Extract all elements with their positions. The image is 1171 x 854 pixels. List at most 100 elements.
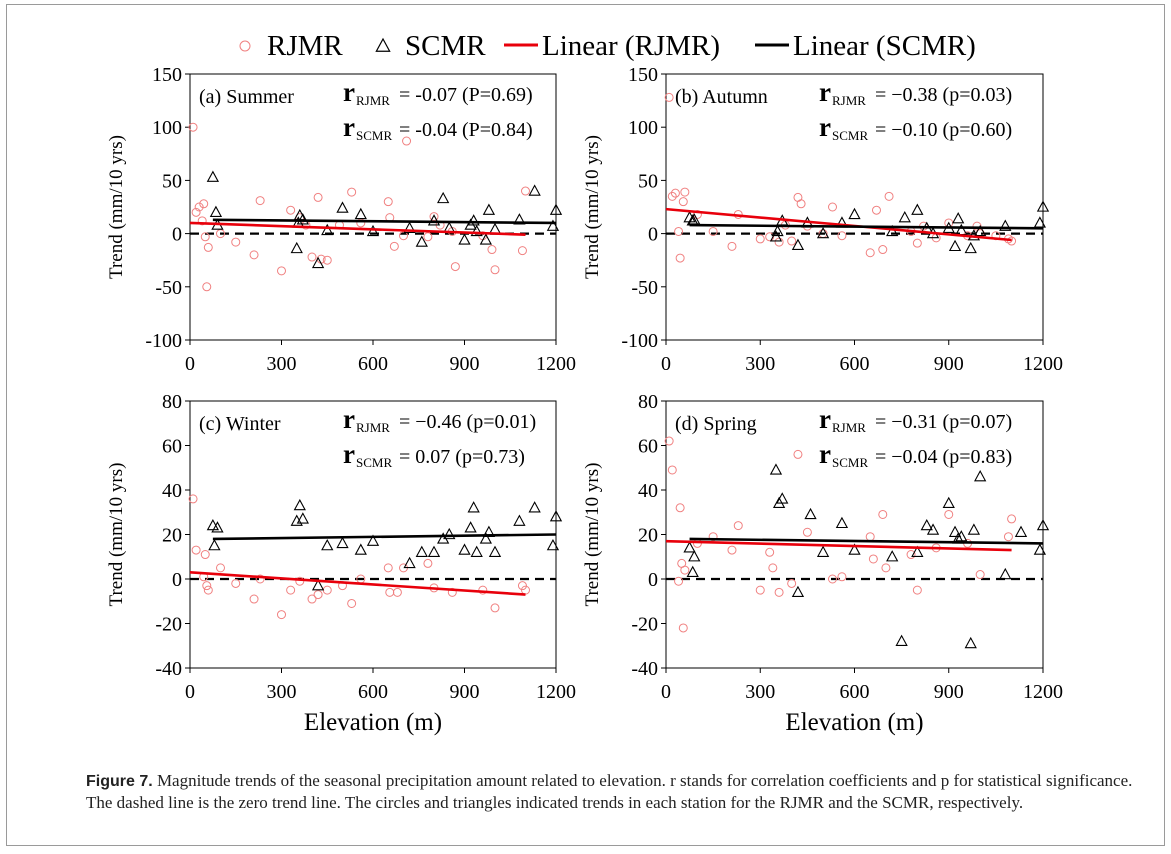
y-tick-label: 0 — [172, 569, 182, 591]
rjmr-point — [490, 603, 500, 613]
scmr-point — [683, 541, 696, 553]
rjmr-point — [674, 576, 684, 586]
rjmr-point — [881, 563, 891, 573]
rjmr-point — [1003, 532, 1013, 542]
y-tick-label: 80 — [638, 391, 658, 413]
x-tick-label: 0 — [661, 681, 671, 703]
scmr-point — [964, 241, 977, 254]
scmr-point — [776, 492, 789, 504]
rjmr-point — [200, 232, 210, 242]
rjmr-point — [765, 547, 775, 557]
chart-panel-2: -100 -50 0 50 100 150 0 300 600 900 1200 Trend (mm/… — [582, 64, 1063, 375]
scmr-point — [804, 507, 817, 520]
panel-title: (c) Winter — [199, 413, 281, 435]
linear-scmr-trendline — [689, 223, 1044, 230]
x-tick-label: 600 — [840, 681, 870, 703]
rjmr-point — [231, 578, 241, 588]
x-tick-label: 0 — [185, 681, 195, 703]
scmr-point — [458, 543, 471, 555]
stat-value: = -0.07 (P=0.69) — [399, 84, 533, 106]
x-tick-label: 900 — [934, 353, 964, 375]
panel-title: (d) Spring — [675, 413, 757, 435]
linear-rjmr-trendline — [665, 539, 1012, 552]
scmr-point — [920, 518, 933, 531]
rjmr-point — [249, 594, 259, 604]
x-tick-label: 600 — [358, 353, 388, 375]
stat-subscript: RJMR — [356, 93, 390, 108]
scmr-point — [549, 203, 563, 215]
x-tick-label: 600 — [840, 353, 870, 375]
legend-label: SCMR — [405, 30, 486, 62]
scmr-point — [848, 207, 861, 220]
chart-panel-1: -100 -50 0 50 100 150 0 300 600 900 1200 Trend (mm/… — [106, 64, 576, 375]
scmr-point — [464, 521, 477, 533]
rjmr-point — [796, 199, 806, 209]
rjmr-point — [912, 585, 922, 595]
x-tick-label: 900 — [450, 681, 480, 703]
stat-subscript: RJMR — [832, 420, 866, 435]
scmr-point — [427, 545, 441, 557]
rjmr-point — [202, 581, 212, 591]
stat-value: = −0.10 (p=0.60) — [875, 119, 1012, 141]
y-axis-label: Trend (mm/10 yrs) — [106, 135, 127, 279]
rjmr-point — [680, 187, 690, 197]
rjmr-point — [865, 248, 875, 258]
scmr-point — [791, 238, 805, 250]
y-tick-label: 50 — [162, 170, 182, 192]
x-tick-label: 1200 — [536, 681, 576, 703]
x-tick-label: 600 — [358, 681, 388, 703]
legend-item-scmr: SCMR — [375, 30, 486, 62]
scmr-point — [911, 545, 924, 557]
rjmr-point — [1007, 236, 1017, 246]
plot-area — [189, 73, 557, 341]
rjmr-point — [392, 587, 402, 597]
rjmr-point — [878, 245, 888, 255]
rjmr-point — [727, 241, 737, 251]
series-scmr — [683, 200, 1050, 254]
rjmr-point — [787, 578, 797, 588]
scmr-point — [967, 523, 981, 535]
rjmr-point — [774, 587, 784, 597]
x-tick-label: 0 — [185, 353, 195, 375]
y-tick-label: 60 — [162, 436, 182, 458]
chart-panel-4: -40 -20 0 20 40 60 80 0 300 600 900 1200 Trend (mm/1… — [582, 391, 1063, 736]
scmr-point — [443, 527, 456, 540]
scmr-point — [437, 191, 450, 204]
legend-label: Linear (SCMR) — [793, 30, 976, 62]
scmr-point — [948, 525, 962, 537]
rjmr-point — [708, 226, 718, 236]
scmr-point — [686, 565, 699, 578]
stat-r-symbol: r — [819, 404, 831, 434]
scmr-point — [886, 550, 899, 562]
scmr-point — [209, 205, 223, 217]
scmr-point — [458, 233, 471, 245]
legend-label: RJMR — [267, 30, 343, 62]
stat-value: = −0.46 (p=0.01) — [399, 411, 536, 433]
rjmr-point — [383, 563, 393, 573]
series-rjmr — [664, 436, 1017, 633]
y-tick-label: 20 — [638, 525, 658, 547]
rjmr-point — [678, 623, 688, 633]
scmr-point — [290, 241, 303, 254]
rjmr-point — [277, 610, 286, 620]
legend-item-rjmr: RJMR — [239, 30, 343, 62]
rjmr-point — [1007, 514, 1017, 524]
scmr-point — [293, 498, 306, 511]
rjmr-point — [678, 197, 688, 207]
scmr-point — [1036, 200, 1050, 212]
x-axis-label: Elevation (m) — [785, 709, 923, 736]
scmr-point — [999, 567, 1012, 580]
scmr-point — [835, 516, 849, 529]
rjmr-point — [906, 550, 916, 560]
rjmr-point — [255, 196, 265, 206]
scmr-point — [546, 219, 560, 231]
scmr-point — [974, 224, 987, 237]
rjmr-point — [802, 527, 812, 537]
rjmr-point — [884, 191, 894, 201]
rjmr-point — [313, 192, 323, 202]
rjmr-point — [793, 449, 803, 459]
rjmr-point — [487, 245, 497, 255]
scmr-point — [296, 512, 309, 524]
rjmr-point — [216, 563, 225, 573]
scmr-point — [816, 226, 830, 239]
